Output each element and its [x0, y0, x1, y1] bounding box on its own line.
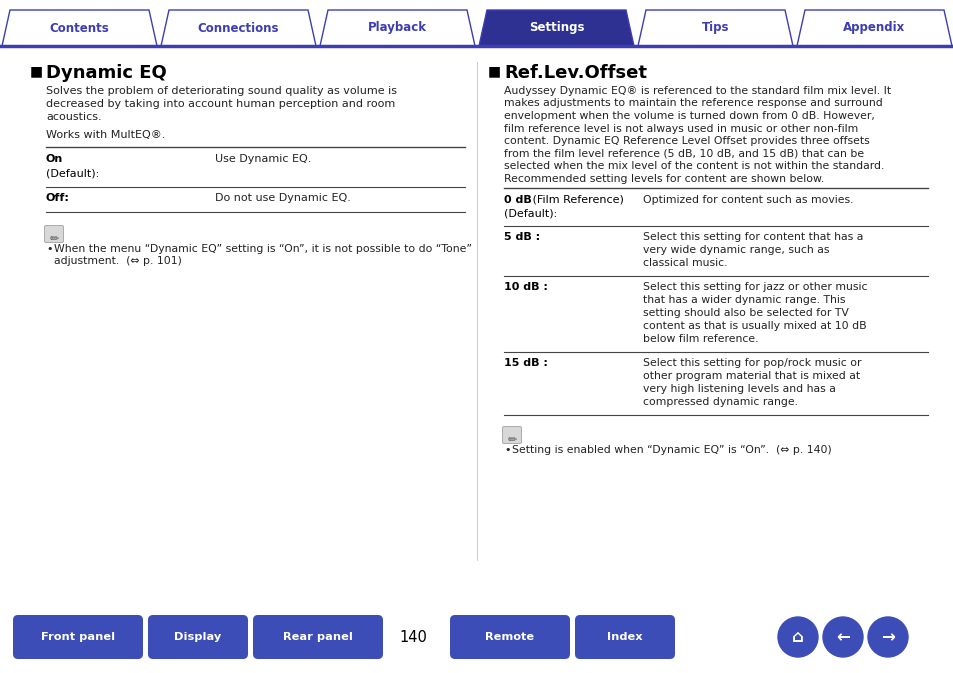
Polygon shape — [796, 10, 951, 46]
Text: decreased by taking into account human perception and room: decreased by taking into account human p… — [46, 99, 395, 109]
Text: Select this setting for jazz or other music: Select this setting for jazz or other mu… — [642, 282, 866, 292]
Text: Index: Index — [606, 632, 642, 642]
Text: from the film level reference (5 dB, 10 dB, and 15 dB) that can be: from the film level reference (5 dB, 10 … — [503, 149, 863, 159]
Text: setting should also be selected for TV: setting should also be selected for TV — [642, 308, 848, 318]
FancyBboxPatch shape — [502, 427, 521, 444]
Text: On: On — [46, 154, 63, 164]
Text: makes adjustments to maintain the reference response and surround: makes adjustments to maintain the refere… — [503, 98, 882, 108]
Text: Use Dynamic EQ.: Use Dynamic EQ. — [214, 154, 311, 164]
Text: Display: Display — [174, 632, 221, 642]
Text: adjustment.  (⇔ p. 101): adjustment. (⇔ p. 101) — [54, 256, 182, 266]
Text: Recommended setting levels for content are shown below.: Recommended setting levels for content a… — [503, 174, 823, 184]
Text: acoustics.: acoustics. — [46, 112, 102, 122]
FancyBboxPatch shape — [13, 615, 143, 659]
Text: ■: ■ — [30, 64, 43, 78]
Text: Ref.Lev.Offset: Ref.Lev.Offset — [503, 64, 646, 82]
Text: film reference level is not always used in music or other non-film: film reference level is not always used … — [503, 124, 858, 133]
Text: 10 dB :: 10 dB : — [503, 282, 547, 292]
Text: Do not use Dynamic EQ.: Do not use Dynamic EQ. — [214, 193, 351, 203]
Text: When the menu “Dynamic EQ” setting is “On”, it is not possible to do “Tone”: When the menu “Dynamic EQ” setting is “O… — [54, 244, 472, 254]
Text: Remote: Remote — [485, 632, 534, 642]
Text: Works with MultEQ®.: Works with MultEQ®. — [46, 130, 165, 140]
FancyBboxPatch shape — [253, 615, 382, 659]
Text: Optimized for content such as movies.: Optimized for content such as movies. — [642, 195, 853, 205]
Text: Contents: Contents — [50, 22, 110, 34]
Text: Connections: Connections — [197, 22, 279, 34]
Text: Setting is enabled when “Dynamic EQ” is “On”.  (⇔ p. 140): Setting is enabled when “Dynamic EQ” is … — [512, 445, 831, 455]
Text: Playback: Playback — [368, 22, 427, 34]
Text: ✏: ✏ — [50, 234, 59, 244]
FancyBboxPatch shape — [450, 615, 569, 659]
Text: selected when the mix level of the content is not within the standard.: selected when the mix level of the conte… — [503, 161, 883, 171]
Text: below film reference.: below film reference. — [642, 334, 758, 344]
Text: (Default):: (Default): — [503, 208, 557, 218]
FancyBboxPatch shape — [45, 225, 64, 242]
Text: very high listening levels and has a: very high listening levels and has a — [642, 384, 835, 394]
FancyBboxPatch shape — [575, 615, 675, 659]
Text: Settings: Settings — [528, 22, 583, 34]
Text: Tips: Tips — [701, 22, 728, 34]
Text: Dynamic EQ: Dynamic EQ — [46, 64, 167, 82]
Text: compressed dynamic range.: compressed dynamic range. — [642, 397, 797, 407]
Text: (Film Reference): (Film Reference) — [528, 195, 623, 205]
Text: content. Dynamic EQ Reference Level Offset provides three offsets: content. Dynamic EQ Reference Level Offs… — [503, 136, 869, 146]
Text: ■: ■ — [488, 64, 500, 78]
Text: Select this setting for content that has a: Select this setting for content that has… — [642, 232, 862, 242]
Text: Rear panel: Rear panel — [283, 632, 353, 642]
Polygon shape — [478, 10, 634, 46]
Text: 5 dB :: 5 dB : — [503, 232, 539, 242]
FancyBboxPatch shape — [148, 615, 248, 659]
Text: Solves the problem of deteriorating sound quality as volume is: Solves the problem of deteriorating soun… — [46, 86, 396, 96]
Text: very wide dynamic range, such as: very wide dynamic range, such as — [642, 245, 828, 255]
Text: content as that is usually mixed at 10 dB: content as that is usually mixed at 10 d… — [642, 321, 865, 331]
Polygon shape — [161, 10, 315, 46]
Text: 15 dB :: 15 dB : — [503, 358, 547, 368]
Text: classical music.: classical music. — [642, 258, 727, 268]
Text: other program material that is mixed at: other program material that is mixed at — [642, 371, 860, 381]
Text: Audyssey Dynamic EQ® is referenced to the standard film mix level. It: Audyssey Dynamic EQ® is referenced to th… — [503, 86, 890, 96]
Text: ⌂: ⌂ — [791, 628, 803, 646]
Text: Select this setting for pop/rock music or: Select this setting for pop/rock music o… — [642, 358, 861, 368]
Text: Appendix: Appendix — [842, 22, 904, 34]
Polygon shape — [2, 10, 157, 46]
Text: (Default):: (Default): — [46, 168, 99, 178]
Text: Off:: Off: — [46, 193, 70, 203]
Circle shape — [867, 617, 907, 657]
Circle shape — [822, 617, 862, 657]
Text: Front panel: Front panel — [41, 632, 115, 642]
Text: •: • — [503, 445, 510, 455]
Text: 0 dB: 0 dB — [503, 195, 531, 205]
Text: •: • — [46, 244, 52, 254]
Circle shape — [778, 617, 817, 657]
Polygon shape — [319, 10, 475, 46]
Text: →: → — [881, 628, 894, 646]
Text: 140: 140 — [398, 629, 427, 645]
Text: ←: ← — [835, 628, 849, 646]
Polygon shape — [638, 10, 792, 46]
Text: ✏: ✏ — [507, 435, 517, 445]
Text: envelopment when the volume is turned down from 0 dB. However,: envelopment when the volume is turned do… — [503, 111, 874, 121]
Text: that has a wider dynamic range. This: that has a wider dynamic range. This — [642, 295, 844, 305]
